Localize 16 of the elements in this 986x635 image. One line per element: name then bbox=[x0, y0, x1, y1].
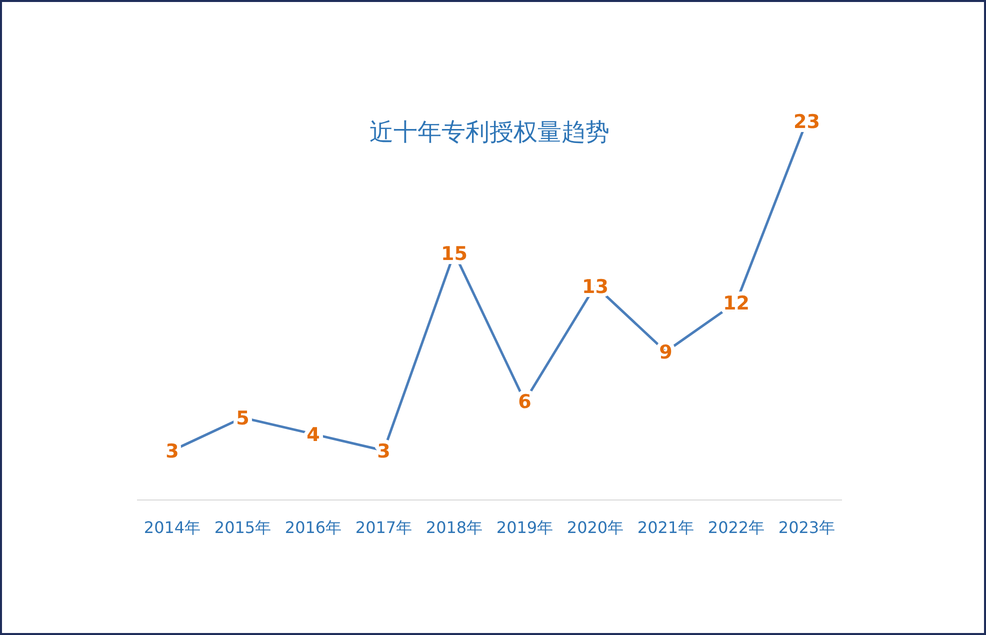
data-label: 15 bbox=[441, 242, 468, 265]
x-tick: 2017年 bbox=[355, 518, 412, 537]
x-tick: 2015年 bbox=[214, 518, 272, 537]
x-tick: 2023年 bbox=[778, 518, 836, 537]
data-label: 13 bbox=[582, 276, 608, 298]
title: 近十年专利授权量趋势 bbox=[370, 118, 610, 146]
x-tick: 2018年 bbox=[426, 518, 483, 537]
x-tick: 2019年 bbox=[496, 518, 554, 537]
x-tick: 2016年 bbox=[284, 518, 342, 537]
x-tick: 2022年 bbox=[708, 518, 765, 537]
data-label: 3 bbox=[166, 440, 179, 463]
data-label: 23 bbox=[794, 111, 820, 133]
x-tick: 2021年 bbox=[637, 518, 694, 537]
x-tick: 2020年 bbox=[566, 518, 624, 537]
x-tick: 2014年 bbox=[144, 518, 201, 537]
data-label: 6 bbox=[518, 391, 532, 414]
